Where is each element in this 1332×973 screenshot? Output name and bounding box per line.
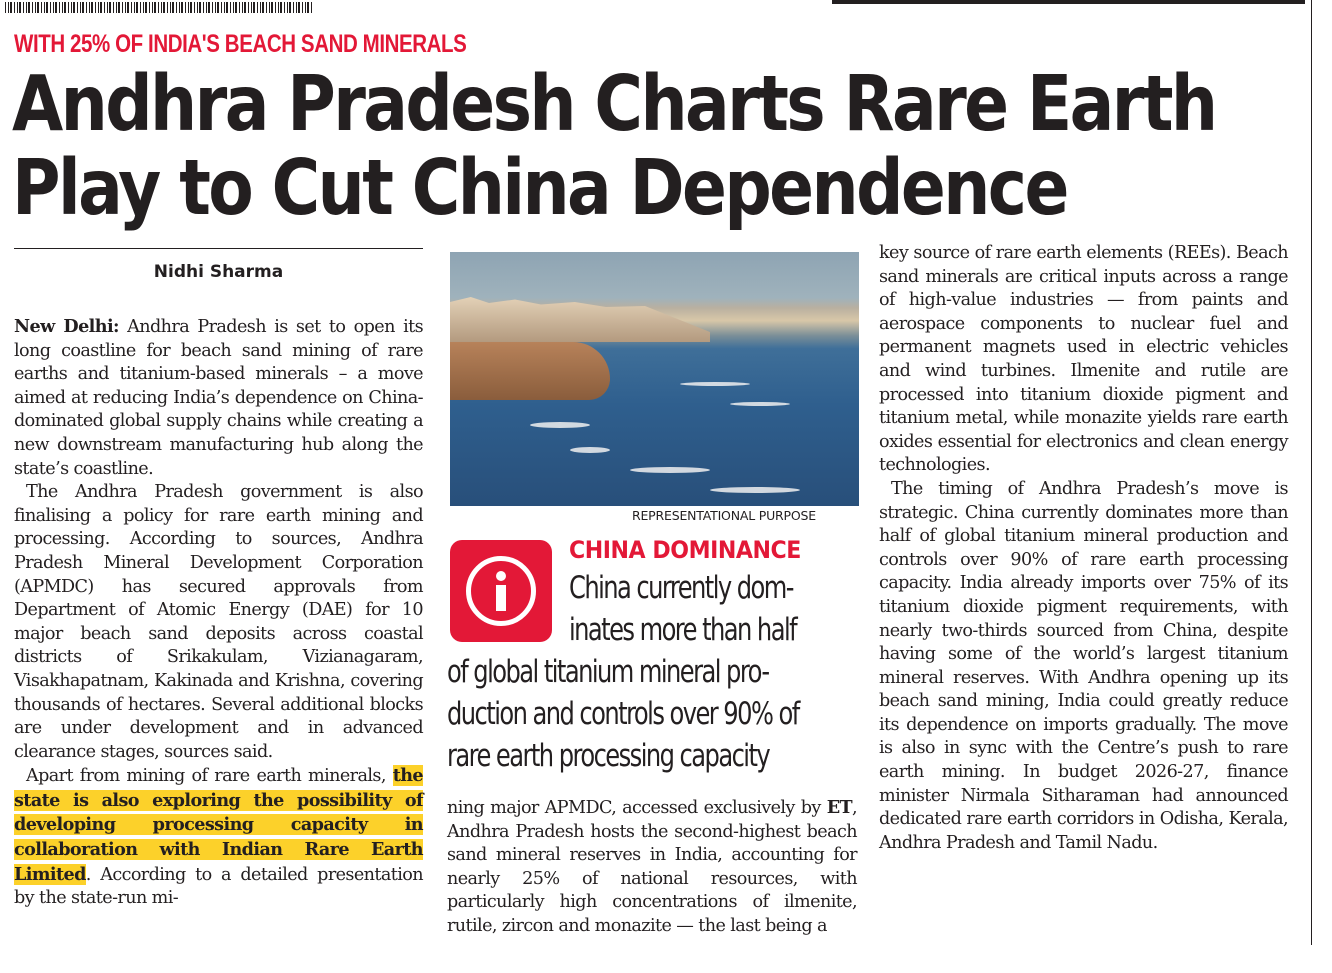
byline-divider bbox=[14, 248, 423, 249]
barcode-strip bbox=[5, 2, 313, 13]
photo-caption: REPRESENTATIONAL PURPOSE bbox=[632, 508, 816, 523]
paragraph: New Delhi: Andhra Pradesh is set to open… bbox=[14, 316, 424, 479]
headline-line-2: Play to Cut China Dependence bbox=[12, 144, 1069, 233]
wave bbox=[680, 382, 750, 386]
callout-title: CHINA DOMINANCE bbox=[569, 536, 801, 564]
wave bbox=[710, 487, 800, 493]
dateline: New Delhi: bbox=[14, 316, 120, 337]
wave bbox=[630, 467, 710, 473]
wave bbox=[570, 447, 610, 453]
right-column-rule bbox=[1311, 0, 1312, 945]
city-skyline bbox=[450, 297, 710, 342]
top-rule bbox=[832, 0, 1305, 4]
callout-line: China currently dom- bbox=[569, 570, 794, 606]
wave bbox=[530, 422, 590, 428]
callout-line: of global titanium mineral pro- bbox=[447, 654, 770, 690]
callout-line: rare earth processing capacity bbox=[447, 738, 771, 774]
headline-line-1: Andhra Pradesh Charts Rare Earth bbox=[12, 60, 1218, 149]
beach-photo bbox=[450, 252, 859, 506]
article-column-3: key source of rare earth elements (REEs)… bbox=[879, 242, 1289, 855]
info-icon bbox=[450, 540, 552, 642]
paragraph: The Andhra Pradesh government is also fi… bbox=[14, 482, 424, 762]
sand bbox=[450, 342, 610, 400]
article-column-2: ning major APMDC, accessed exclusively b… bbox=[447, 796, 858, 939]
paragraph: key source of rare earth elements (REEs)… bbox=[879, 243, 1289, 476]
headline: Andhra Pradesh Charts Rare Earth Play to… bbox=[12, 60, 1218, 233]
paragraph: ning major APMDC, accessed exclusively b… bbox=[447, 797, 858, 936]
callout-line: duction and controls over 90% of bbox=[447, 696, 800, 732]
paragraph: The timing of Andhra Pradesh’s move is s… bbox=[879, 478, 1289, 853]
publication-name: ET bbox=[826, 797, 853, 818]
article-column-1: New Delhi: Andhra Pradesh is set to open… bbox=[14, 315, 424, 911]
wave bbox=[730, 402, 790, 406]
callout-line: inates more than half bbox=[569, 612, 798, 648]
paragraph: Apart from mining of rare earth minerals… bbox=[14, 765, 424, 909]
kicker: WITH 25% OF INDIA'S BEACH SAND MINERALS bbox=[14, 30, 467, 58]
byline: Nidhi Sharma bbox=[153, 262, 284, 282]
